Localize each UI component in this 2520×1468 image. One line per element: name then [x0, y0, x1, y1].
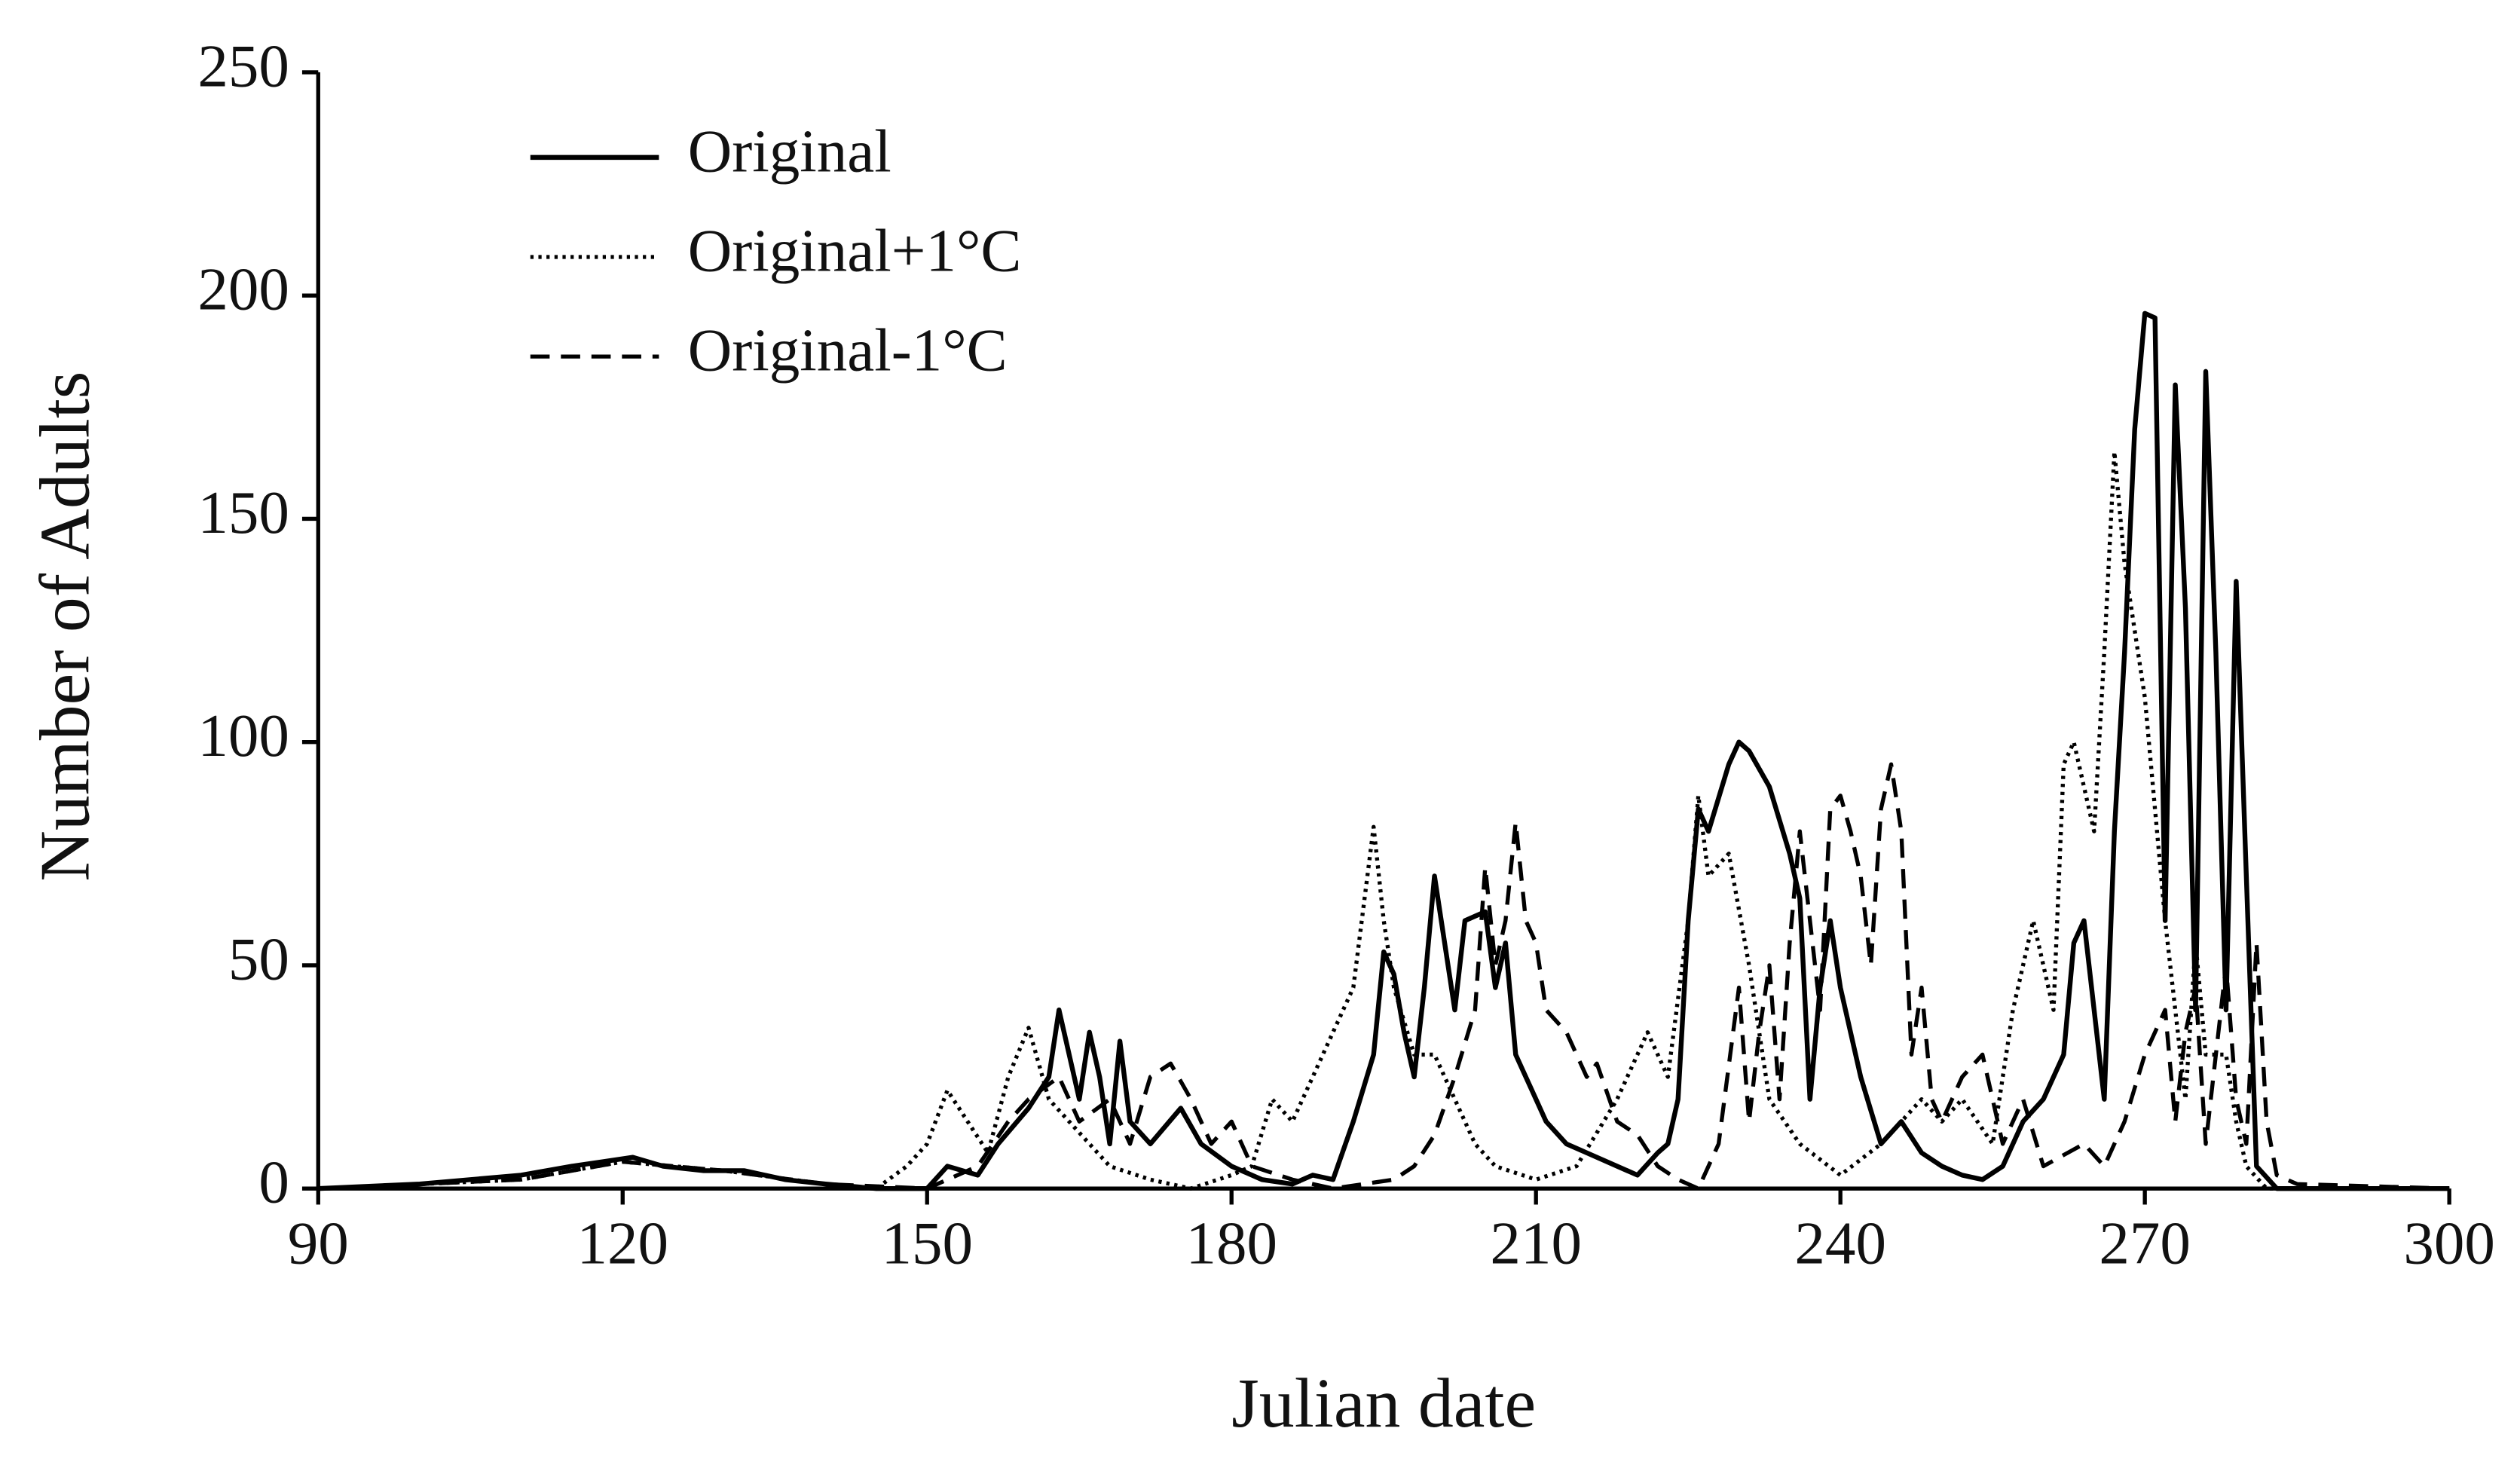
- y-tick-label: 100: [197, 702, 289, 769]
- x-tick-label: 300: [2403, 1210, 2495, 1277]
- x-tick-label: 240: [1794, 1210, 1886, 1277]
- x-tick-label: 210: [1490, 1210, 1582, 1277]
- x-tick-label: 180: [1185, 1210, 1277, 1277]
- y-axis-title: Number of Adults: [26, 372, 104, 882]
- x-tick-label: 150: [881, 1210, 973, 1277]
- y-tick-label: 250: [197, 32, 289, 100]
- y-tick-label: 0: [258, 1148, 289, 1216]
- x-tick-label: 90: [288, 1210, 349, 1277]
- x-tick-label: 120: [576, 1210, 668, 1277]
- legend-label: Original-1°C: [688, 317, 1008, 384]
- y-tick-label: 200: [197, 255, 289, 323]
- legend-label: Original+1°C: [688, 217, 1022, 285]
- x-axis-title: Julian date: [1231, 1364, 1536, 1442]
- legend-label: Original: [688, 117, 891, 185]
- y-tick-label: 50: [228, 925, 289, 993]
- y-tick-label: 150: [197, 479, 289, 546]
- series-line: [318, 449, 2450, 1191]
- series-line: [318, 310, 2450, 1191]
- x-tick-label: 270: [2099, 1210, 2191, 1277]
- series-line: [318, 762, 2450, 1191]
